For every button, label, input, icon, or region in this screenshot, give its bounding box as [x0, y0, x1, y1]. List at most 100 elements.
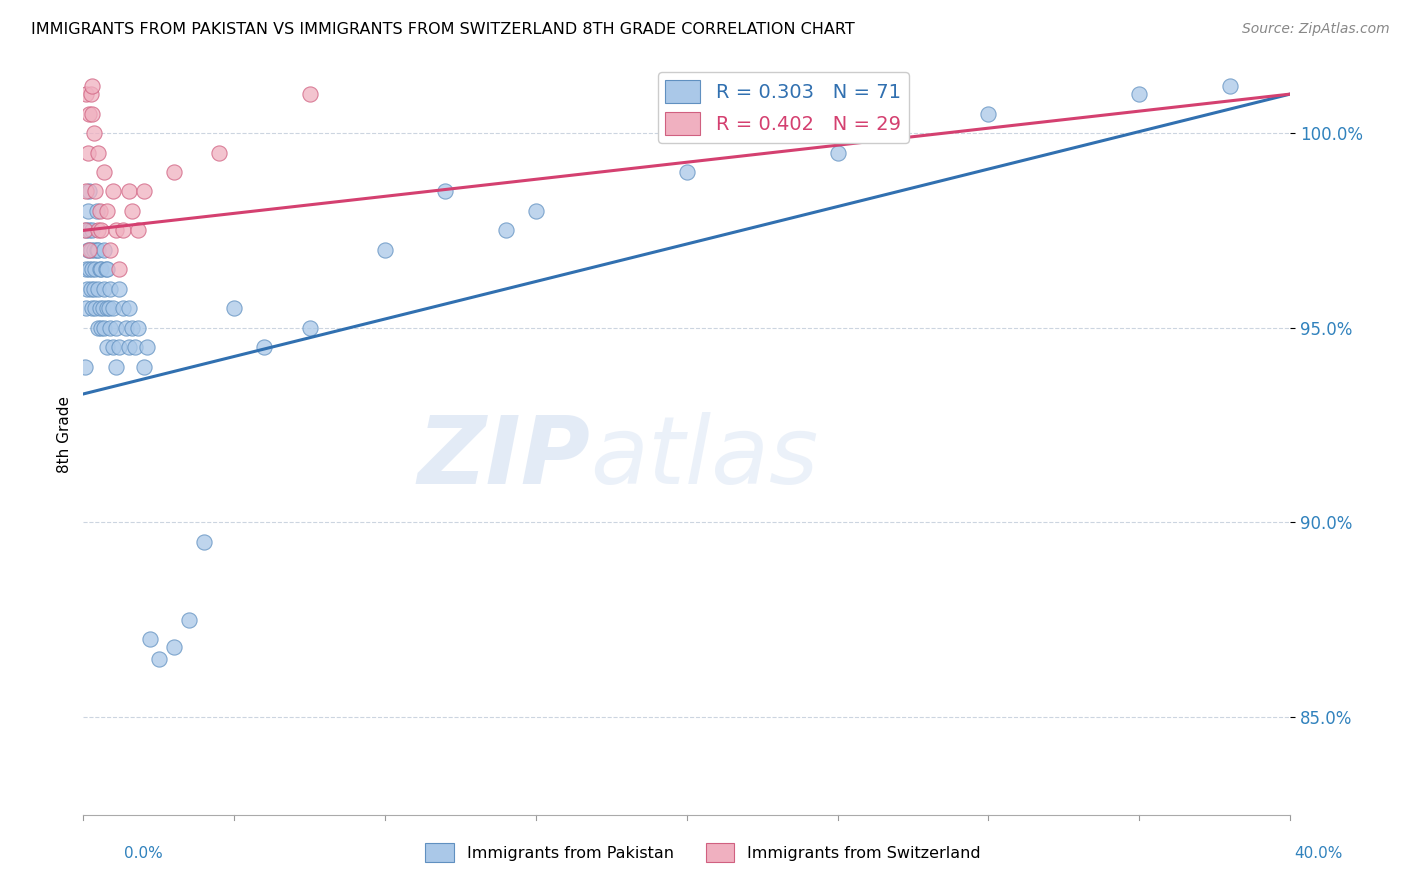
Point	[75, 301, 97, 316]
Point	[524, 203, 547, 218]
Text: atlas: atlas	[591, 412, 818, 503]
Point	[298, 87, 321, 101]
Point	[163, 165, 186, 179]
Point	[224, 301, 246, 316]
Point	[86, 243, 108, 257]
Point	[103, 301, 125, 316]
Point	[374, 243, 396, 257]
Point	[82, 79, 104, 94]
Point	[93, 243, 115, 257]
Point	[80, 87, 103, 101]
Point	[75, 262, 97, 277]
Point	[90, 320, 112, 334]
Point	[135, 340, 157, 354]
Point	[111, 301, 134, 316]
Point	[108, 262, 131, 277]
Point	[132, 359, 155, 374]
Point	[76, 243, 98, 257]
Point	[91, 301, 114, 316]
Point	[193, 535, 215, 549]
Point	[105, 320, 128, 334]
Point	[82, 223, 104, 237]
Point	[103, 185, 125, 199]
Point	[79, 106, 101, 120]
Point	[73, 359, 96, 374]
Point	[75, 223, 97, 237]
Point	[87, 320, 110, 334]
Point	[75, 87, 97, 101]
Point	[79, 262, 101, 277]
Point	[111, 223, 134, 237]
Point	[117, 301, 139, 316]
Point	[87, 145, 110, 160]
Point	[76, 145, 98, 160]
Point	[93, 165, 115, 179]
Point	[108, 340, 131, 354]
Point	[89, 203, 111, 218]
Point	[96, 262, 118, 277]
Point	[87, 282, 110, 296]
Point	[1219, 79, 1241, 94]
Point	[253, 340, 276, 354]
Point	[90, 262, 112, 277]
Point	[148, 652, 170, 666]
Legend: Immigrants from Pakistan, Immigrants from Switzerland: Immigrants from Pakistan, Immigrants fro…	[419, 837, 987, 868]
Point	[124, 340, 146, 354]
Point	[84, 185, 107, 199]
Legend: R = 0.303   N = 71, R = 0.402   N = 29: R = 0.303 N = 71, R = 0.402 N = 29	[658, 72, 908, 143]
Point	[127, 320, 149, 334]
Point	[96, 340, 118, 354]
Point	[83, 126, 105, 140]
Y-axis label: 8th Grade: 8th Grade	[58, 396, 72, 474]
Point	[108, 282, 131, 296]
Point	[105, 223, 128, 237]
Point	[89, 301, 111, 316]
Point	[83, 282, 105, 296]
Point	[90, 223, 112, 237]
Text: Source: ZipAtlas.com: Source: ZipAtlas.com	[1241, 22, 1389, 37]
Point	[84, 262, 107, 277]
Point	[103, 340, 125, 354]
Point	[100, 320, 122, 334]
Point	[87, 223, 110, 237]
Point	[82, 106, 104, 120]
Point	[127, 223, 149, 237]
Point	[132, 185, 155, 199]
Point	[138, 632, 160, 647]
Point	[105, 359, 128, 374]
Point	[114, 320, 136, 334]
Point	[96, 301, 118, 316]
Text: 0.0%: 0.0%	[124, 846, 163, 861]
Point	[89, 262, 111, 277]
Point	[93, 320, 115, 334]
Point	[76, 282, 98, 296]
Point	[117, 340, 139, 354]
Text: IMMIGRANTS FROM PAKISTAN VS IMMIGRANTS FROM SWITZERLAND 8TH GRADE CORRELATION CH: IMMIGRANTS FROM PAKISTAN VS IMMIGRANTS F…	[31, 22, 855, 37]
Point	[87, 243, 110, 257]
Point	[117, 185, 139, 199]
Point	[86, 203, 108, 218]
Point	[80, 243, 103, 257]
Point	[76, 203, 98, 218]
Point	[83, 243, 105, 257]
Point	[977, 106, 1000, 120]
Point	[177, 613, 200, 627]
Point	[1128, 87, 1150, 101]
Point	[675, 165, 697, 179]
Point	[79, 185, 101, 199]
Text: ZIP: ZIP	[418, 411, 591, 504]
Point	[84, 301, 107, 316]
Point	[121, 320, 143, 334]
Point	[94, 262, 117, 277]
Point	[80, 282, 103, 296]
Point	[100, 243, 122, 257]
Point	[97, 301, 120, 316]
Point	[163, 640, 186, 654]
Point	[298, 320, 321, 334]
Point	[75, 185, 97, 199]
Point	[82, 301, 104, 316]
Point	[100, 282, 122, 296]
Point	[434, 185, 457, 199]
Point	[93, 282, 115, 296]
Point	[82, 262, 104, 277]
